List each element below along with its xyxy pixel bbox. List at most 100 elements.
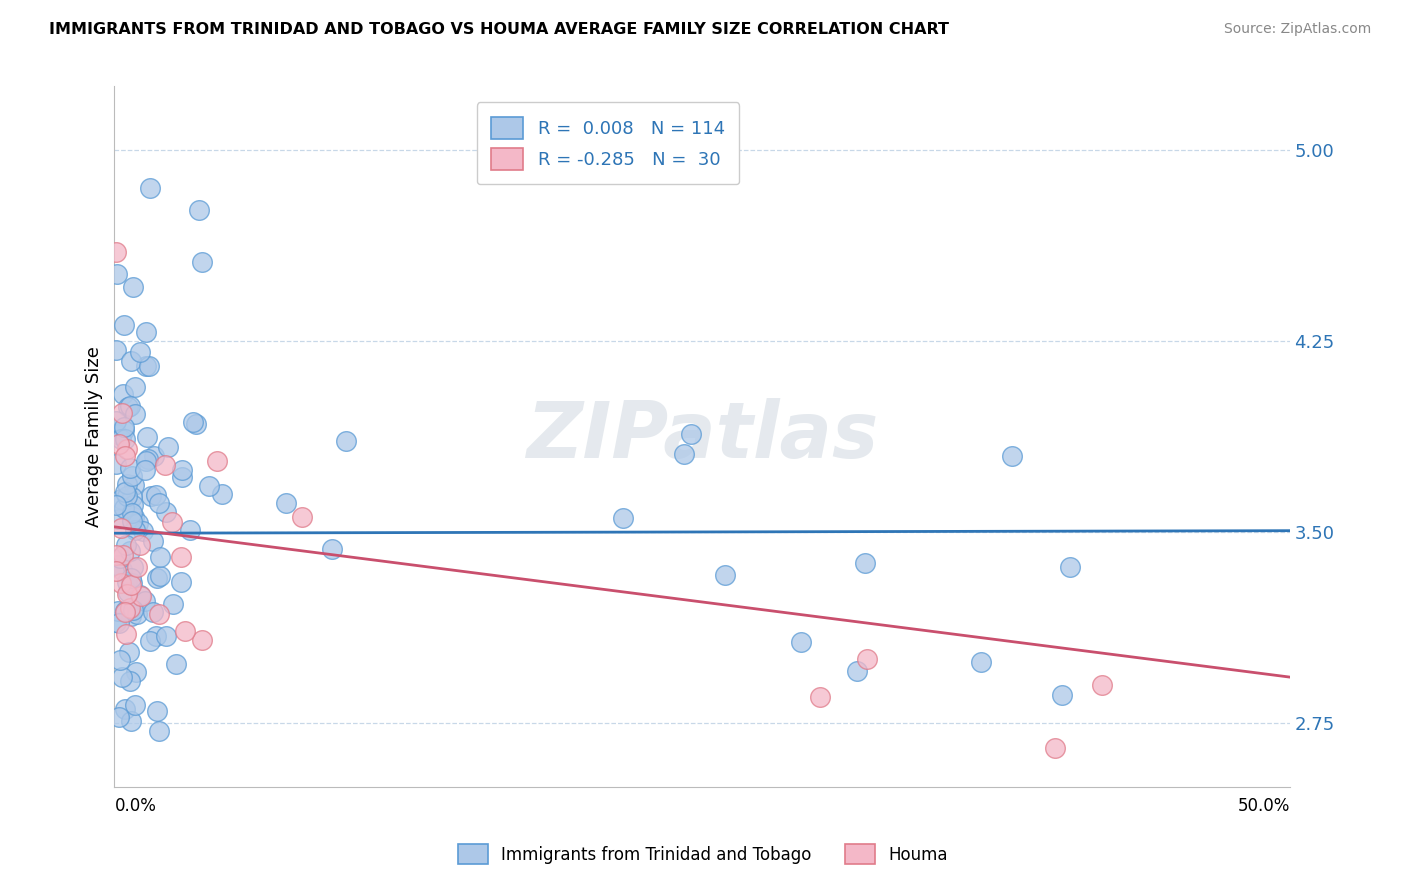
Point	[170, 550, 193, 565]
Point	[139, 181, 162, 195]
Point	[672, 446, 695, 460]
Point	[121, 560, 143, 574]
Text: ZIPatlas: ZIPatlas	[526, 399, 879, 475]
Point	[142, 450, 165, 464]
Point	[115, 538, 138, 552]
Point	[118, 460, 141, 475]
Point	[179, 523, 201, 537]
Point	[112, 423, 135, 437]
Point	[110, 575, 132, 590]
Point	[110, 432, 132, 446]
Point	[1059, 560, 1081, 574]
Point	[104, 499, 127, 513]
Point	[136, 451, 159, 466]
Point	[321, 541, 343, 556]
Point	[335, 434, 357, 449]
Point	[105, 548, 128, 562]
Point	[118, 400, 141, 414]
Point	[141, 605, 163, 619]
Point	[121, 576, 143, 591]
Point	[186, 417, 208, 432]
Point	[188, 203, 211, 218]
Point	[105, 558, 128, 572]
Point	[124, 698, 146, 713]
Point	[108, 653, 131, 667]
Point	[681, 426, 703, 441]
Point	[120, 608, 142, 623]
Point	[135, 454, 157, 468]
Point	[135, 430, 157, 444]
Point	[114, 318, 136, 332]
Point	[115, 442, 138, 456]
Point	[142, 533, 165, 548]
Point	[107, 603, 129, 617]
Point	[110, 491, 132, 506]
Point	[124, 379, 146, 393]
Point	[162, 515, 184, 529]
Point	[115, 489, 138, 503]
Point	[155, 629, 177, 643]
Point	[211, 487, 233, 501]
Point	[198, 479, 221, 493]
Point	[170, 574, 193, 589]
Point	[118, 645, 141, 659]
Point	[120, 601, 142, 615]
Point	[1001, 449, 1024, 463]
Point	[114, 605, 136, 619]
Point	[114, 485, 136, 500]
Legend: R =  0.008   N = 114, R = -0.285   N =  30: R = 0.008 N = 114, R = -0.285 N = 30	[477, 103, 740, 185]
Point	[111, 406, 134, 420]
Point	[104, 565, 127, 579]
Point	[714, 567, 737, 582]
Point	[104, 458, 127, 472]
Point	[145, 629, 167, 643]
Point	[149, 549, 172, 564]
Point	[146, 571, 169, 585]
Point	[121, 468, 143, 483]
Point	[129, 589, 152, 603]
Text: 50.0%: 50.0%	[1237, 797, 1289, 814]
Point	[135, 325, 157, 339]
Point	[111, 563, 134, 577]
Point	[107, 512, 129, 526]
Point	[122, 478, 145, 492]
Point	[127, 516, 149, 531]
Point	[128, 345, 150, 359]
Point	[205, 453, 228, 467]
Point	[191, 632, 214, 647]
Point	[108, 710, 131, 724]
Text: IMMIGRANTS FROM TRINIDAD AND TOBAGO VS HOUMA AVERAGE FAMILY SIZE CORRELATION CHA: IMMIGRANTS FROM TRINIDAD AND TOBAGO VS H…	[49, 22, 949, 37]
Point	[172, 470, 194, 484]
Point	[129, 588, 152, 602]
Point	[120, 714, 142, 728]
Point	[104, 615, 127, 629]
Point	[162, 598, 184, 612]
Point	[183, 415, 205, 429]
Point	[134, 463, 156, 477]
Point	[174, 624, 197, 638]
Y-axis label: Average Family Size: Average Family Size	[86, 346, 103, 527]
Point	[117, 584, 139, 599]
Point	[808, 690, 831, 705]
Point	[612, 510, 634, 524]
Point	[853, 556, 876, 570]
Point	[114, 432, 136, 446]
Point	[1043, 741, 1066, 756]
Point	[156, 440, 179, 454]
Point	[114, 702, 136, 716]
Point	[121, 603, 143, 617]
Point	[105, 267, 128, 281]
Point	[121, 506, 143, 520]
Point	[120, 578, 142, 592]
Point	[107, 436, 129, 450]
Point	[125, 607, 148, 621]
Point	[855, 652, 877, 666]
Point	[291, 510, 314, 524]
Point	[790, 635, 813, 649]
Point	[148, 723, 170, 738]
Point	[114, 449, 136, 463]
Point	[138, 359, 160, 373]
Point	[121, 490, 143, 504]
Point	[125, 665, 148, 679]
Point	[148, 607, 170, 621]
